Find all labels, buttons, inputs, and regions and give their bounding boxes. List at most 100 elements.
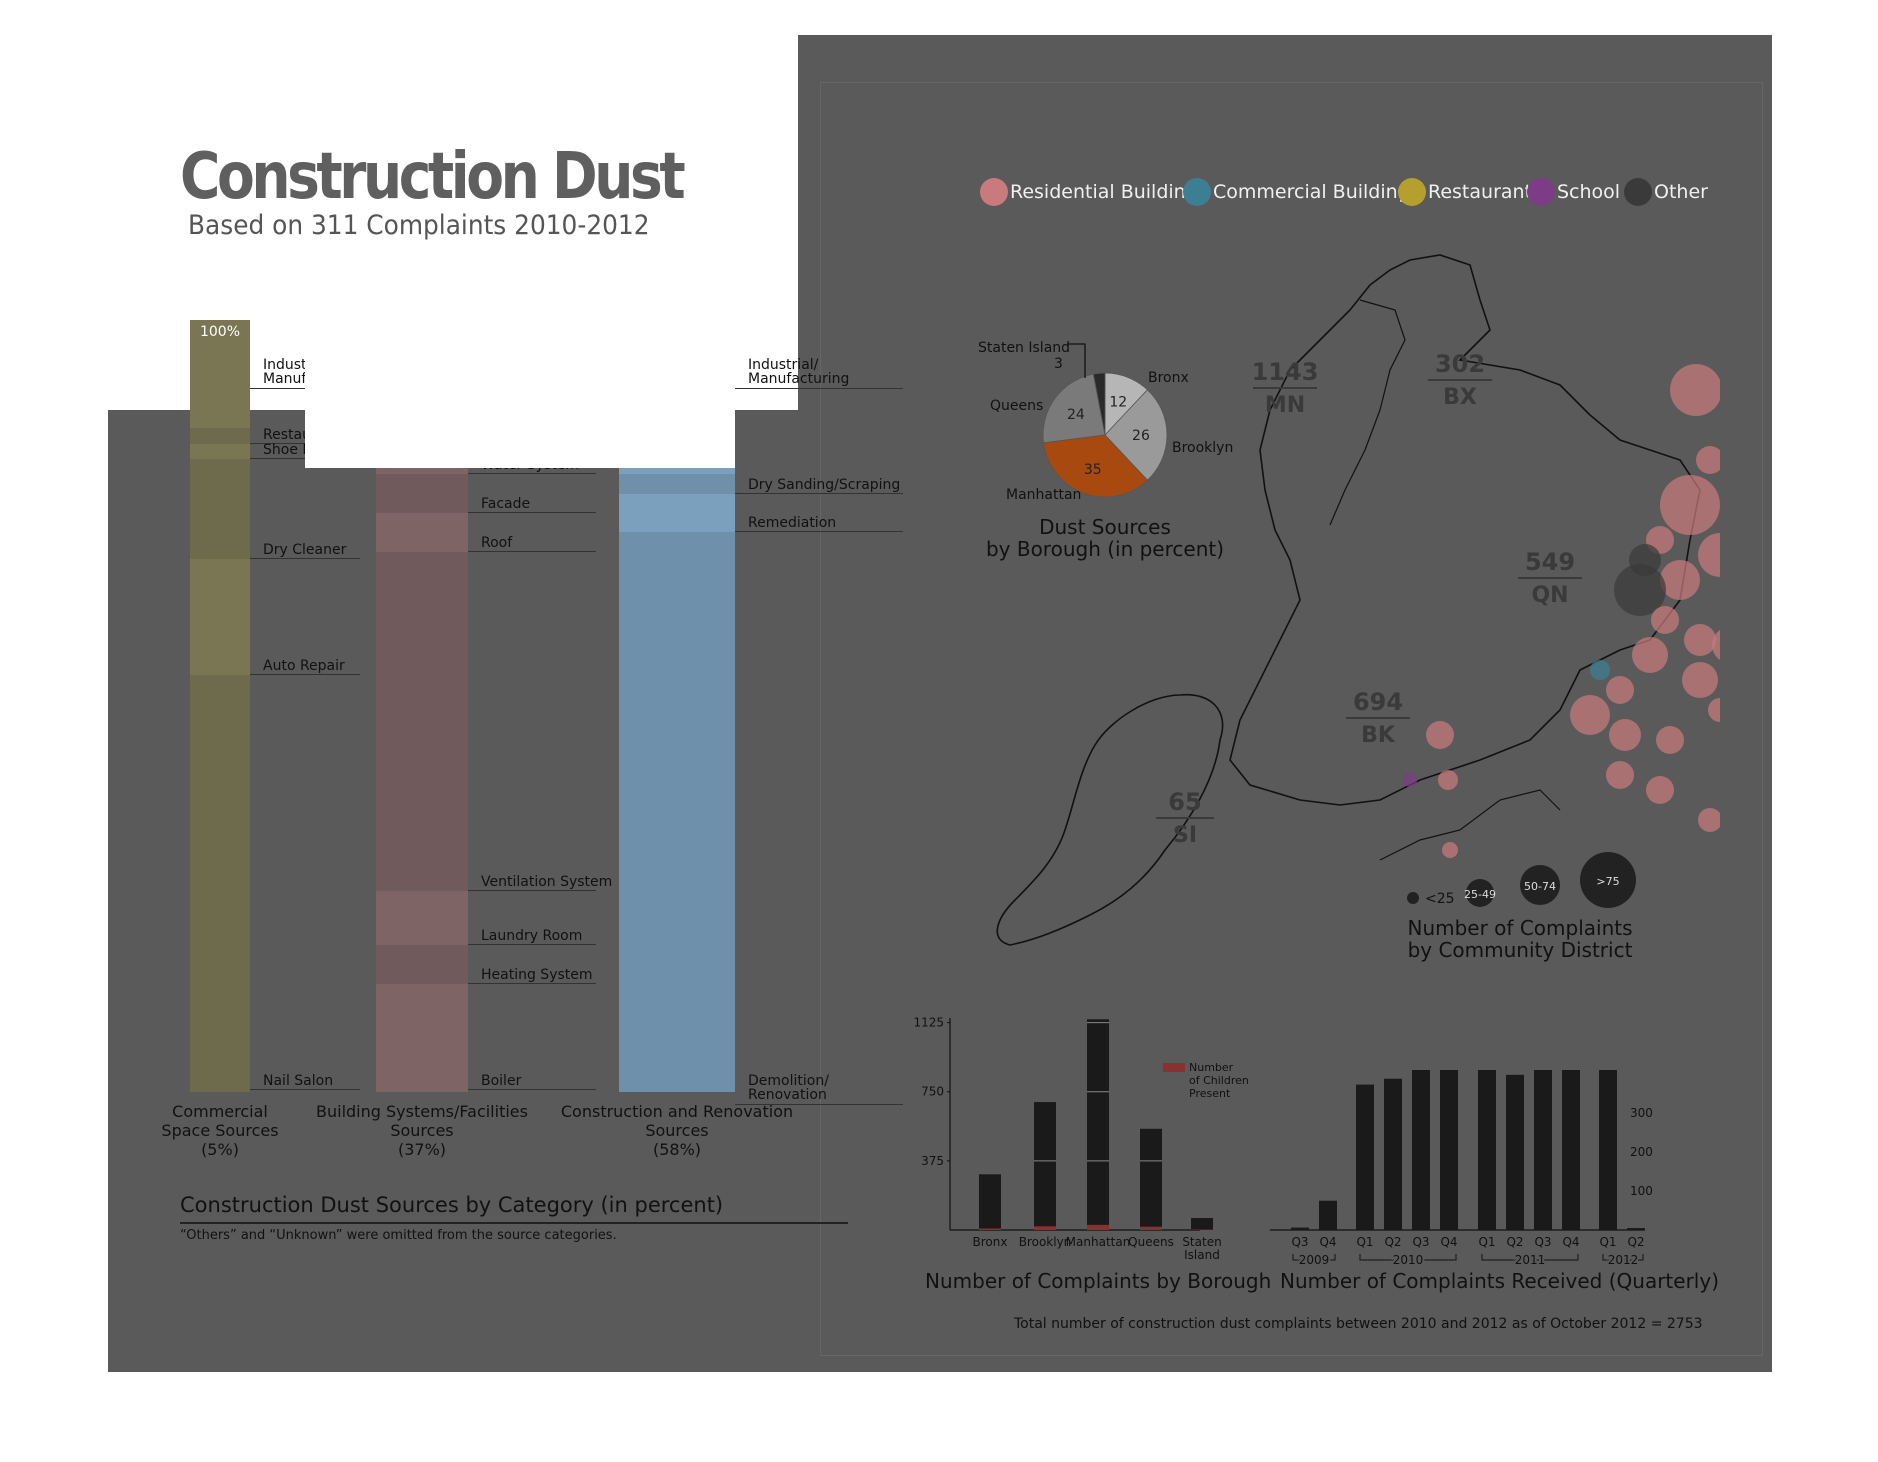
borough-y-tick: 1125 [913, 1016, 944, 1030]
category-label: Auto Repair [263, 658, 345, 675]
quarterly-bar [1319, 1200, 1337, 1230]
quarterly-bar-caption: Number of Complaints Received (Quarterly… [1280, 1269, 1719, 1293]
borough-pie-chart: 12 26 35 24 [1042, 372, 1168, 498]
complaint-bubble [1698, 533, 1720, 577]
complaint-bubble [1646, 776, 1674, 804]
quarter-group-label: 2011 [1515, 1253, 1546, 1267]
category-segment [376, 945, 468, 984]
borough-x-label: Manhattan [1066, 1235, 1131, 1249]
nyc-map: 1143 MN 302 BX 549 QN 694 BK 65 SI <25 25-49 50-74 >7… [996, 254, 1720, 946]
pie-slice [1043, 434, 1149, 498]
pie-value: 35 [1084, 462, 1102, 478]
complaint-bubble [1632, 637, 1668, 673]
borough-y-tick: 750 [921, 1085, 944, 1099]
quarterly-y-tick: 300 [1630, 1106, 1653, 1120]
size-legend-label: >75 [1596, 875, 1619, 888]
quarterly-bar [1412, 1070, 1430, 1230]
total-note: Total number of construction dust compla… [1014, 1316, 1703, 1332]
category-segment [190, 443, 250, 459]
quarterly-x-label: Q3 [1412, 1235, 1429, 1249]
quarterly-x-label: Q2 [1506, 1235, 1523, 1249]
quarterly-x-label: Q4 [1319, 1235, 1336, 1249]
borough-bar [1087, 1019, 1109, 1230]
quarter-group-bracket [1481, 1254, 1579, 1261]
quarterly-bar [1478, 1070, 1496, 1230]
children-bar [1087, 1224, 1109, 1230]
pie-label-queens: Queens [990, 398, 1044, 414]
complaint-bubble [1403, 773, 1417, 787]
category-label: Dry Cleaner [263, 542, 347, 559]
quarterly-bar [1291, 1227, 1309, 1230]
complaint-bubble [1670, 364, 1720, 416]
borough-bar [1034, 1102, 1056, 1230]
pie-value-staten-island: 3 [1054, 356, 1063, 372]
category-segment [376, 513, 468, 552]
category-segment [619, 532, 735, 1092]
quarter-group-bracket [1359, 1254, 1457, 1261]
district-name: BK [1361, 723, 1396, 748]
bay-outline [1379, 789, 1561, 861]
quarterly-x-label: Q3 [1534, 1235, 1551, 1249]
quarterly-x-label: Q2 [1627, 1235, 1644, 1249]
page-subtitle: Based on 311 Complaints 2010-2012 [188, 210, 650, 241]
category-segment [376, 474, 468, 513]
pie-value: 24 [1067, 407, 1085, 423]
column-total-label: 100% [199, 324, 241, 340]
borough-x-label: Brooklyn [1019, 1235, 1072, 1249]
district-name: SI [1173, 823, 1197, 848]
category-chart-title: Construction Dust Sources by Category (i… [180, 1193, 724, 1217]
district-value: 1143 [1252, 358, 1319, 386]
quarterly-y-tick: 200 [1630, 1145, 1653, 1159]
pie-slice [1104, 389, 1168, 481]
size-legend-label: 25-49 [1464, 888, 1496, 901]
category-label: Demolition/Renovation [748, 1073, 829, 1103]
legend-swatch [1527, 178, 1555, 206]
category-label: Facade [481, 496, 531, 512]
size-legend-dot [1520, 865, 1560, 905]
quarterly-y-tick: 100 [1630, 1184, 1653, 1198]
staten-island-outline [996, 693, 1224, 946]
size-legend-dot [1580, 852, 1636, 908]
category-segment [619, 493, 735, 533]
borough-bar [1191, 1218, 1213, 1230]
size-legend-label: 50-74 [1524, 880, 1556, 893]
quarter-group-label: 2009 [1299, 1253, 1330, 1267]
category-label: Boiler [481, 1073, 522, 1089]
category-leader [735, 492, 903, 494]
legend-label: Commercial Building [1213, 181, 1410, 203]
quarterly-x-label: Q4 [1440, 1235, 1457, 1249]
quarterly-bar [1534, 1070, 1552, 1230]
children-bar [979, 1228, 1001, 1230]
children-bar [1140, 1226, 1162, 1230]
category-segment [376, 551, 468, 892]
column-caption-line: Building Systems/Facilities [316, 1102, 528, 1121]
complaint-bubble [1651, 606, 1679, 634]
complaint-bubble [1590, 660, 1610, 680]
complaint-bubble [1570, 695, 1610, 735]
category-leader [250, 674, 360, 676]
district-name: MN [1265, 393, 1305, 418]
children-legend-label: of Children [1189, 1074, 1249, 1087]
category-segment [376, 891, 468, 946]
complaint-bubble [1698, 808, 1720, 832]
legend-label: Other [1654, 181, 1708, 203]
complaint-bubble [1426, 721, 1454, 749]
quarterly-bar [1384, 1078, 1402, 1230]
category-segment [190, 320, 250, 429]
quarter-group-label: 2012 [1608, 1253, 1639, 1267]
category-label-line2: Manufacturing [748, 371, 850, 387]
pie-value: 12 [1109, 395, 1127, 411]
borough-bar-caption: Number of Complaints by Borough [925, 1269, 1272, 1293]
borough-y-tick: 375 [921, 1154, 944, 1168]
quarterly-bar [1562, 1070, 1580, 1230]
district-value: 549 [1525, 548, 1575, 576]
column-caption-line: Construction and Renovation [560, 1102, 794, 1121]
legend-label: School [1557, 181, 1621, 203]
pie-slice [1092, 372, 1106, 436]
category-leader [468, 473, 596, 475]
complaint-bubble [1442, 842, 1458, 858]
borough-x-label: Island [1184, 1248, 1220, 1262]
children-legend-label: Present [1189, 1087, 1231, 1100]
category-leader [250, 1089, 360, 1090]
